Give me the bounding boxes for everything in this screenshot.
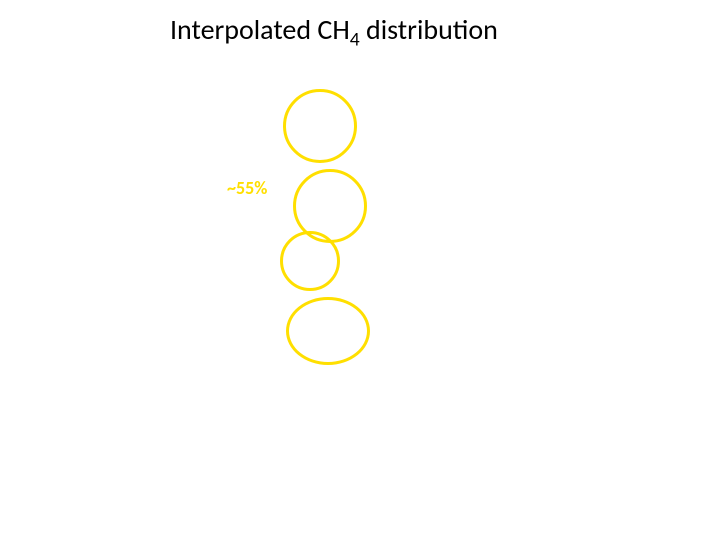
diagram-stage: Interpolated CH4 distribution ~55% bbox=[0, 0, 720, 540]
title-subscript: 4 bbox=[350, 28, 360, 52]
diagram-title: Interpolated CH4 distribution bbox=[170, 12, 498, 47]
percent-annotation: ~55% bbox=[227, 177, 267, 199]
title-post: distribution bbox=[360, 12, 498, 47]
highlight-ellipse-4 bbox=[286, 297, 370, 365]
highlight-ellipse-1 bbox=[283, 89, 357, 163]
highlight-ellipse-3 bbox=[280, 231, 340, 291]
title-pre: Interpolated CH bbox=[170, 12, 350, 47]
